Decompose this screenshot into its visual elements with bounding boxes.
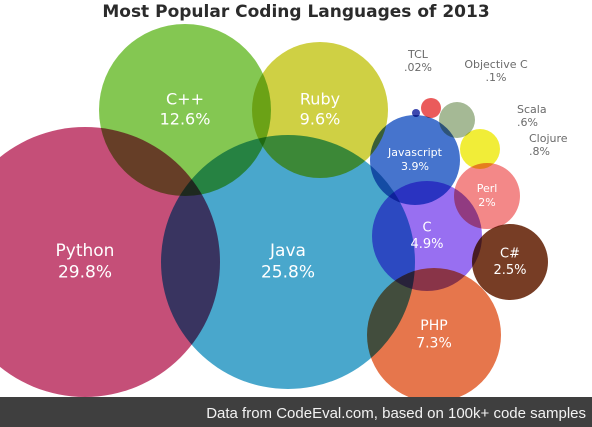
chart-title: Most Popular Coding Languages of 2013 — [102, 2, 490, 22]
bubble-label-c: C++ 12.6% — [160, 89, 211, 128]
bubble-python — [0, 127, 220, 397]
bubble-ruby — [252, 42, 388, 178]
bubble-label-objective-c: Objective C .1% — [464, 58, 528, 84]
bubble-label-c: C# 2.5% — [493, 246, 526, 277]
bubble-php — [367, 268, 501, 397]
footer-bar: Data from CodeEval.com, based on 100k+ c… — [0, 397, 592, 427]
bubble-label-tcl: TCL .02% — [404, 48, 432, 74]
bubble-label-java: Java 25.8% — [261, 241, 315, 282]
bubble-label-perl: Perl 2% — [477, 182, 498, 209]
bubble-scala — [439, 102, 475, 138]
bubble-objective-c — [421, 98, 441, 118]
bubble-label-python: Python 29.8% — [56, 241, 115, 282]
bubble-clojure — [460, 129, 500, 169]
bubble-label-clojure: Clojure .8% — [529, 132, 568, 158]
bubble-label-c: C 4.9% — [410, 220, 443, 251]
bubble-perl — [454, 163, 520, 229]
bubble-label-ruby: Ruby 9.6% — [300, 89, 341, 128]
bubble-javascript — [370, 115, 460, 205]
source-note: Data from CodeEval.com, based on 100k+ c… — [206, 405, 586, 422]
bubble-java — [161, 135, 415, 389]
bubble-label-javascript: Javascript 3.9% — [387, 146, 443, 173]
bubble-c — [99, 24, 271, 196]
bubble-label-scala: Scala .6% — [517, 103, 547, 129]
bubble-c — [472, 224, 548, 300]
bubble-tcl — [412, 109, 420, 117]
bubble-chart: Python 29.8% Java 25.8% C++ 12.6% Ruby 9.6% PHP 7… — [0, 24, 568, 397]
bubble-label-php: PHP 7.3% — [416, 318, 452, 352]
bubble-c — [372, 181, 482, 291]
